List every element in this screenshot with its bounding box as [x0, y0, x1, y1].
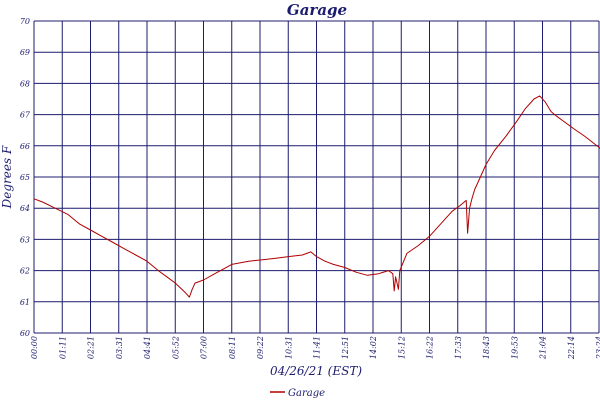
x-tick-label: 05:52 — [171, 336, 180, 359]
y-tick-label: 66 — [20, 142, 30, 151]
y-tick-label: 69 — [20, 48, 30, 57]
x-tick-label: 04:41 — [143, 336, 152, 359]
y-tick-label: 64 — [20, 204, 30, 213]
x-tick-label: 18:43 — [482, 336, 491, 359]
x-tick-labels: 00:00 01:11 02:21 03:31 04:41 05:52 07:00 08:11… — [30, 336, 600, 360]
x-tick-label: 21:04 — [539, 336, 548, 360]
x-tick-label: 07:00 — [200, 336, 209, 359]
x-tick-label: 15:12 — [397, 336, 406, 359]
x-tick-label: 01:11 — [58, 336, 67, 359]
x-tick-label: 09:22 — [256, 336, 265, 359]
x-tick-label: 11:41 — [313, 336, 322, 359]
x-tick-label: 10:31 — [284, 336, 293, 359]
x-tick-label: 17:33 — [454, 336, 463, 359]
y-tick-label: 68 — [20, 79, 30, 88]
x-tick-label: 03:31 — [115, 336, 124, 359]
x-tick-label: 16:22 — [426, 336, 435, 359]
legend: Garage — [270, 388, 325, 399]
x-axis-label: 04/26/21 (EST) — [270, 364, 362, 378]
legend-label-garage: Garage — [288, 388, 325, 399]
x-tick-label: 14:02 — [369, 336, 378, 359]
y-tick-label: 65 — [20, 173, 30, 182]
y-tick-label: 61 — [20, 298, 30, 307]
grid — [33, 20, 600, 334]
y-tick-label: 67 — [20, 111, 31, 120]
x-tick-label: 22:14 — [567, 336, 576, 360]
y-axis-label: Degrees F — [0, 145, 14, 209]
x-tick-label: 12:51 — [341, 336, 350, 359]
series-line-garage — [33, 95, 600, 298]
y-tick-label: 60 — [20, 329, 30, 338]
x-tick-label: 08:11 — [228, 336, 237, 359]
x-tick-label: 00:00 — [30, 336, 39, 359]
chart-title: Garage — [287, 1, 347, 19]
y-tick-labels: 60 61 62 63 64 65 66 67 68 69 70 — [20, 17, 31, 338]
x-tick-label: 19:53 — [510, 336, 519, 359]
x-tick-label: 02:21 — [87, 336, 96, 359]
x-tick-label: 23:24 — [595, 336, 600, 360]
y-tick-label: 63 — [20, 235, 30, 244]
y-tick-label: 62 — [20, 267, 30, 276]
y-tick-label: 70 — [20, 17, 30, 26]
